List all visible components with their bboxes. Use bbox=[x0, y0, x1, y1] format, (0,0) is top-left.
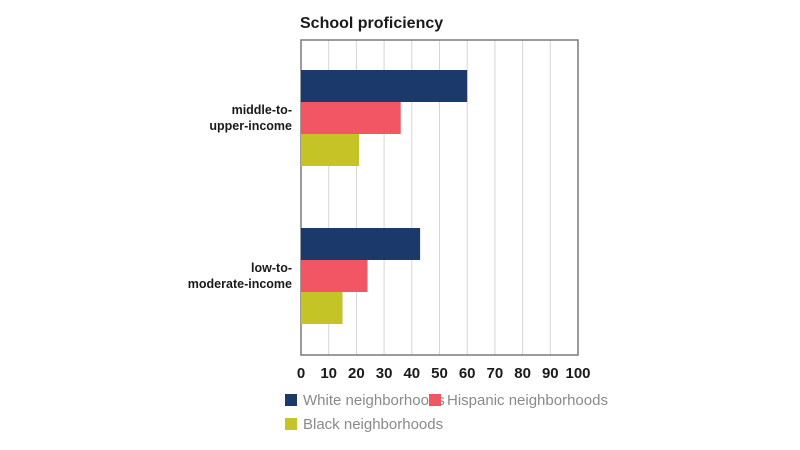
category-label-1-line-1: moderate-income bbox=[188, 277, 292, 291]
category-label-0-line-1: upper-income bbox=[209, 119, 292, 133]
x-tick-label-40: 40 bbox=[403, 365, 420, 382]
legend: White neighborhoods Hispanic neighborhood… bbox=[285, 392, 608, 433]
x-axis-ticks: 0 10 20 30 40 50 60 70 80 90 100 bbox=[297, 365, 591, 382]
x-tick-label-90: 90 bbox=[542, 365, 559, 382]
x-tick-label-50: 50 bbox=[431, 365, 448, 382]
chart-title: School proficiency bbox=[300, 15, 443, 32]
bar-black-neighborhoods-1 bbox=[301, 292, 343, 324]
category-labels: middle-to-upper-income low-to-moderate-in… bbox=[188, 103, 292, 291]
bar-white-neighborhoods-0 bbox=[301, 70, 468, 102]
category-label-0-line-0: middle-to- bbox=[232, 103, 292, 117]
bar-white-neighborhoods-1 bbox=[301, 228, 421, 260]
x-tick-label-10: 10 bbox=[320, 365, 337, 382]
bar-hispanic-neighborhoods-0 bbox=[301, 102, 401, 134]
x-tick-label-70: 70 bbox=[487, 365, 504, 382]
legend-swatch-hispanic-neighborhoods bbox=[429, 394, 441, 406]
x-tick-label-20: 20 bbox=[348, 365, 365, 382]
legend-label-black-neighborhoods: Black neighborhoods bbox=[303, 416, 443, 433]
x-tick-label-0: 0 bbox=[297, 365, 305, 382]
x-tick-label-30: 30 bbox=[376, 365, 393, 382]
category-label-1-line-0: low-to- bbox=[251, 261, 292, 275]
bars bbox=[301, 70, 468, 324]
legend-swatch-white-neighborhoods bbox=[285, 394, 297, 406]
bar-black-neighborhoods-0 bbox=[301, 134, 360, 166]
x-tick-label-60: 60 bbox=[459, 365, 476, 382]
bar-hispanic-neighborhoods-1 bbox=[301, 260, 368, 292]
legend-label-white-neighborhoods: White neighborhoods bbox=[303, 392, 445, 409]
x-tick-label-80: 80 bbox=[514, 365, 531, 382]
legend-label-hispanic-neighborhoods: Hispanic neighborhoods bbox=[447, 392, 608, 409]
legend-swatch-black-neighborhoods bbox=[285, 418, 297, 430]
x-tick-label-100: 100 bbox=[565, 365, 590, 382]
plot-frame bbox=[300, 39, 579, 356]
